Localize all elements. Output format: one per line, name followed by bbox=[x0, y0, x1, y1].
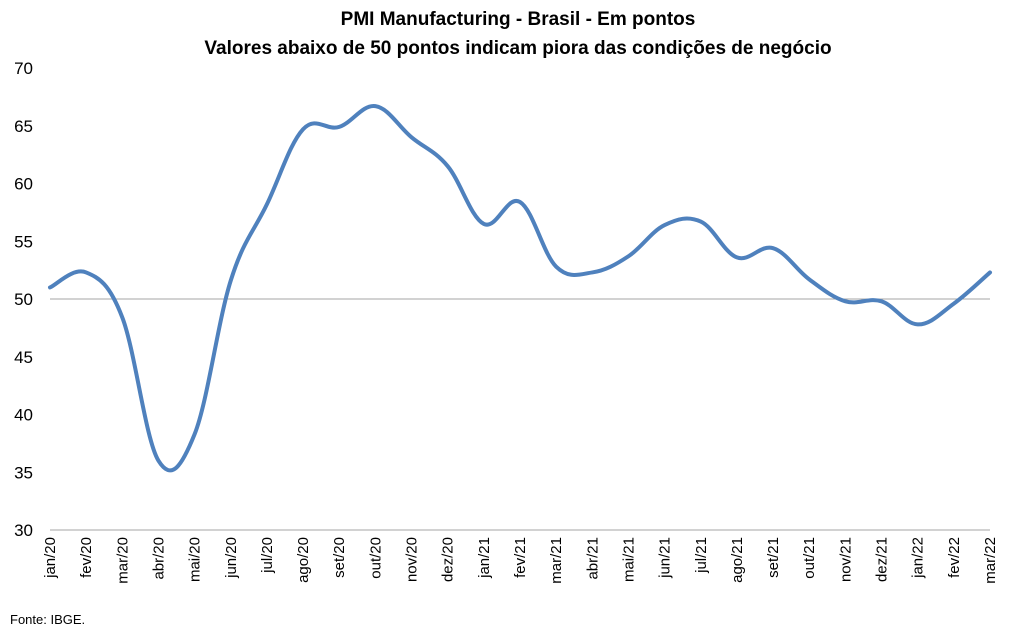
x-tick-label: fev/21 bbox=[512, 537, 529, 578]
x-tick-label: dez/20 bbox=[440, 537, 457, 582]
x-tick-label: jan/22 bbox=[910, 537, 927, 579]
x-tick-label: nov/20 bbox=[404, 537, 421, 582]
y-tick-label: 70 bbox=[14, 59, 33, 78]
source-note: Fonte: IBGE. bbox=[10, 612, 85, 627]
x-tick-label: mar/20 bbox=[114, 537, 131, 584]
chart-subtitle: Valores abaixo de 50 pontos indicam pior… bbox=[204, 38, 831, 59]
x-tick-label: jul/21 bbox=[693, 537, 710, 574]
y-tick-label: 45 bbox=[14, 348, 33, 367]
x-tick-label: mar/22 bbox=[982, 537, 999, 584]
x-tick-label: ago/20 bbox=[295, 537, 312, 583]
x-tick-label: ago/21 bbox=[729, 537, 746, 583]
x-tick-label: jun/20 bbox=[223, 537, 240, 579]
y-tick-label: 55 bbox=[14, 232, 33, 251]
x-tick-label: mai/20 bbox=[187, 537, 204, 582]
x-tick-label: mai/21 bbox=[620, 537, 637, 582]
x-tick-label: jun/21 bbox=[657, 537, 674, 579]
y-tick-label: 65 bbox=[14, 117, 33, 136]
x-tick-label: set/20 bbox=[331, 537, 348, 578]
x-tick-label: jan/20 bbox=[42, 537, 59, 579]
x-tick-label: set/21 bbox=[765, 537, 782, 578]
x-tick-label: jan/21 bbox=[476, 537, 493, 579]
y-tick-label: 50 bbox=[14, 290, 33, 309]
x-tick-label: out/20 bbox=[367, 537, 384, 579]
x-tick-label: abr/20 bbox=[150, 537, 167, 580]
x-tick-label: abr/21 bbox=[584, 537, 601, 580]
chart-title: PMI Manufacturing - Brasil - Em pontos bbox=[341, 9, 696, 30]
y-tick-label: 30 bbox=[14, 521, 33, 540]
x-tick-label: dez/21 bbox=[874, 537, 891, 582]
x-tick-label: nov/21 bbox=[837, 537, 854, 582]
x-tick-label: mar/21 bbox=[548, 537, 565, 584]
y-tick-label: 40 bbox=[14, 406, 33, 425]
y-tick-label: 35 bbox=[14, 463, 33, 482]
y-tick-label: 60 bbox=[14, 175, 33, 194]
x-tick-label: jul/20 bbox=[259, 537, 276, 574]
x-tick-label: fev/22 bbox=[946, 537, 963, 578]
series-line-pmi bbox=[48, 104, 992, 473]
x-axis: jan/20 fev/20 mar/20 abr/20 mai/20 jun/20 jul/… bbox=[42, 537, 999, 584]
x-tick-label: fev/20 bbox=[78, 537, 95, 578]
x-tick-label: out/21 bbox=[801, 537, 818, 579]
y-axis: 30 35 40 45 50 55 60 65 70 bbox=[14, 59, 33, 540]
